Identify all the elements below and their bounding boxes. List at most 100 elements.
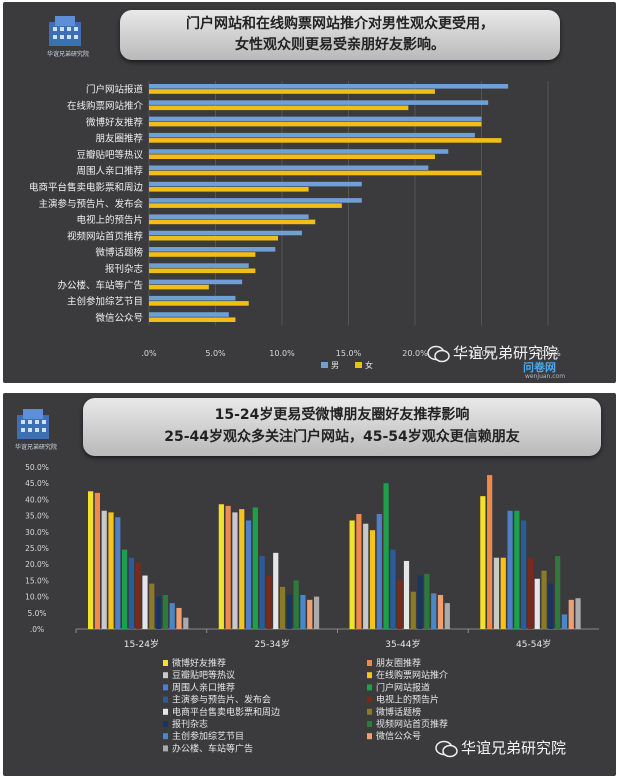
bar [417,575,423,629]
bar [431,593,437,629]
bar [568,599,574,629]
bar [487,475,493,629]
bar [376,513,382,629]
x-tick-label: 30.0% [535,349,561,358]
category-label: 在线购票网站推介 [67,100,144,112]
category-label: 微博话题榜 [95,247,143,259]
category-label: 豆瓣贴吧等热议 [76,149,143,161]
y-tick-label: 45.0% [25,479,49,488]
bar-male [149,295,236,301]
bar-female [149,154,435,159]
bar [363,523,369,629]
legend-label: 微博好友推荐 [172,657,226,669]
bar [397,580,403,629]
x-tick-label: 35-44岁 [385,638,420,650]
bar [313,596,320,629]
bar-male [149,149,449,154]
bar [514,510,520,629]
bar [300,594,306,629]
legend-label: 在线购票网站推介 [376,669,448,681]
legend-label: 主创参加综艺节目 [172,730,244,742]
bar [561,614,568,629]
bar [142,575,148,629]
bar [548,583,554,629]
watermark-text: 华谊兄弟研究院 [461,739,567,757]
grouped-bar-chart: .0% 5.0% 10.0% 15.0% 20.0% 25.0% 30.0% 35.0% 40.… [25,463,599,754]
bar [128,557,134,629]
x-tick-label: 25-34岁 [255,638,290,650]
bar [149,583,155,629]
title-line-1: 15-24岁更易受微博朋友圈好友推荐影响 [214,407,470,423]
bar [437,594,444,629]
title-line-1: 门户网站和在线购票网站推介对男性观众更受用， [186,16,494,32]
bar-female [149,235,279,241]
x-tick-label: 15.0% [336,349,362,358]
y-tick-label: 35.0% [25,512,49,521]
bar-female [149,284,209,290]
bar [108,512,114,629]
bar-female [149,203,342,208]
bar [218,504,224,629]
legend-swatch [367,721,372,727]
x-tick-label: .0% [141,349,157,358]
category-label: 微博好友推荐 [86,116,144,128]
horizontal-bar-chart: .0% 5.0% 10.0% 15.0% 20.0% 25.0% 30.0% 门户网站报道在线… [29,81,561,370]
legend-label: 豆瓣贴吧等热议 [172,669,235,681]
bar-male [149,263,249,268]
bar-male [149,247,276,252]
bar-female [149,105,409,111]
legend-swatch [163,696,168,703]
y-tick-label: 5.0% [27,609,46,618]
legend-label: 办公楼、车站等广告 [172,742,253,754]
category-label: 视频网站首页推荐 [67,230,144,242]
category-label: 报刊杂志 [105,263,143,275]
legend-swatch [367,684,372,691]
y-tick-label: 15.0% [25,576,49,585]
bar [383,483,389,629]
bar [183,617,189,629]
y-tick-label: 20.0% [25,560,49,569]
legend-label: 微博话题榜 [376,706,421,718]
bar [156,596,162,629]
bar [541,570,547,629]
x-tick-label: 20.0% [402,349,428,358]
bar [575,598,581,629]
legend-label: 朋友圈推荐 [376,657,421,669]
category-label: 主演参与预告片、发布会 [38,198,143,210]
bar [266,575,272,629]
legend-swatch [367,660,372,666]
bar [534,578,540,629]
x-tick-label: 15-24岁 [124,638,159,650]
bar [521,520,527,629]
bar [500,557,506,629]
title-line-2: 女性观众则更易受亲朋好友影响。 [235,37,445,53]
category-label: 门户网站报道 [86,84,144,96]
bar [349,520,355,629]
y-tick-label: 10.0% [25,593,49,602]
legend-swatch [367,696,372,703]
legend-label: 电商平台售卖电影票和周边 [172,706,280,718]
bar [239,509,245,629]
bar-male [149,100,489,105]
bar-male [149,181,362,187]
legend-swatch [355,362,362,368]
bar [480,496,486,629]
bar [169,603,175,629]
bar-female [149,121,482,127]
x-tick-label: 5.0% [205,349,226,358]
bar-male [149,165,429,171]
bar [135,562,141,629]
chart-panel-gender: 华谊兄弟研究院 门户网站和在线购票网站推介对男性观众更受用， 女性观众则更易受亲… [3,2,616,383]
category-label: 办公楼、车站等广告 [57,279,143,291]
legend-swatch [163,733,168,740]
category-label: 电商平台售卖电影票和周边 [29,181,144,193]
chart-title: 15-24岁更易受微博朋友圈好友推荐影响 25-44岁观众多关注门户网站，45-… [83,398,601,456]
bar [252,507,258,629]
bar-female [149,252,256,257]
y-tick-label: 30.0% [25,528,49,537]
bar [176,607,182,629]
bar-male [149,230,302,236]
wechat-icon [427,345,450,363]
bar [101,510,107,629]
watermark-site: 问卷网 [523,361,556,374]
